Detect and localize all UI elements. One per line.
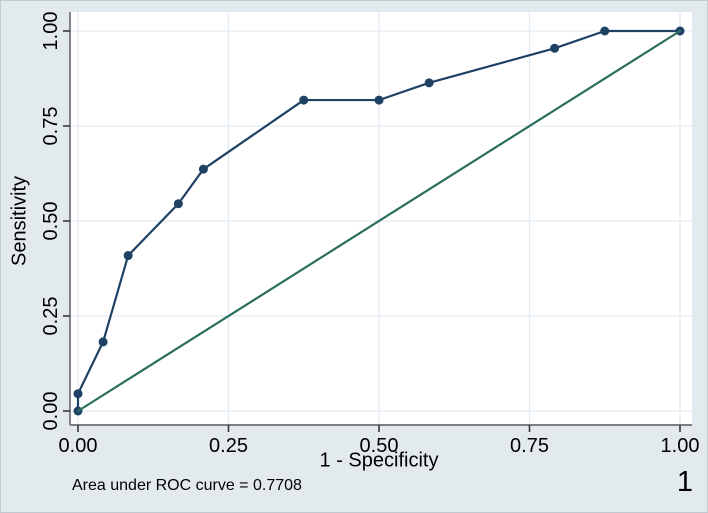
chart-series <box>73 26 685 416</box>
roc-data-point <box>198 164 208 174</box>
x-tick-label: 0.25 <box>209 435 248 457</box>
y-tick-label: 1.00 <box>40 12 62 51</box>
x-axis-title: 1 - Specificity <box>319 449 439 472</box>
roc-data-point <box>299 95 309 105</box>
x-tick-label: 0.50 <box>360 435 399 457</box>
roc-curve-line <box>76 29 682 413</box>
grid-lines <box>70 12 692 425</box>
reference-line-line <box>76 29 682 413</box>
axis-ticks <box>63 30 681 432</box>
y-tick-label: 0.50 <box>40 202 62 241</box>
axes <box>69 12 692 426</box>
x-tick-label: 0.75 <box>510 435 549 457</box>
roc-data-point <box>123 251 133 261</box>
y-axis-title: Sensitivity <box>8 175 31 267</box>
y-tick-label: 0.25 <box>40 297 62 336</box>
roc-data-point <box>173 199 183 209</box>
roc-data-point <box>73 389 83 399</box>
roc-data-point <box>98 337 108 347</box>
y-tick-label: 0.75 <box>40 107 62 146</box>
y-tick-label: 0.00 <box>40 392 62 431</box>
auc-note: Area under ROC curve = 0.7708 <box>72 477 302 494</box>
roc-data-point <box>550 43 560 53</box>
page-number: 1 <box>676 466 693 498</box>
x-tick-label: 1.00 <box>661 435 700 457</box>
roc-data-point <box>374 95 384 105</box>
roc-data-point <box>600 26 610 36</box>
roc-data-point <box>424 78 434 88</box>
axis-tick-labels: 0.00 0.25 0.50 0.75 1.00 0.00 0.25 0.50 0.75 1.00 <box>40 12 699 457</box>
x-tick-label: 0.00 <box>59 435 98 457</box>
